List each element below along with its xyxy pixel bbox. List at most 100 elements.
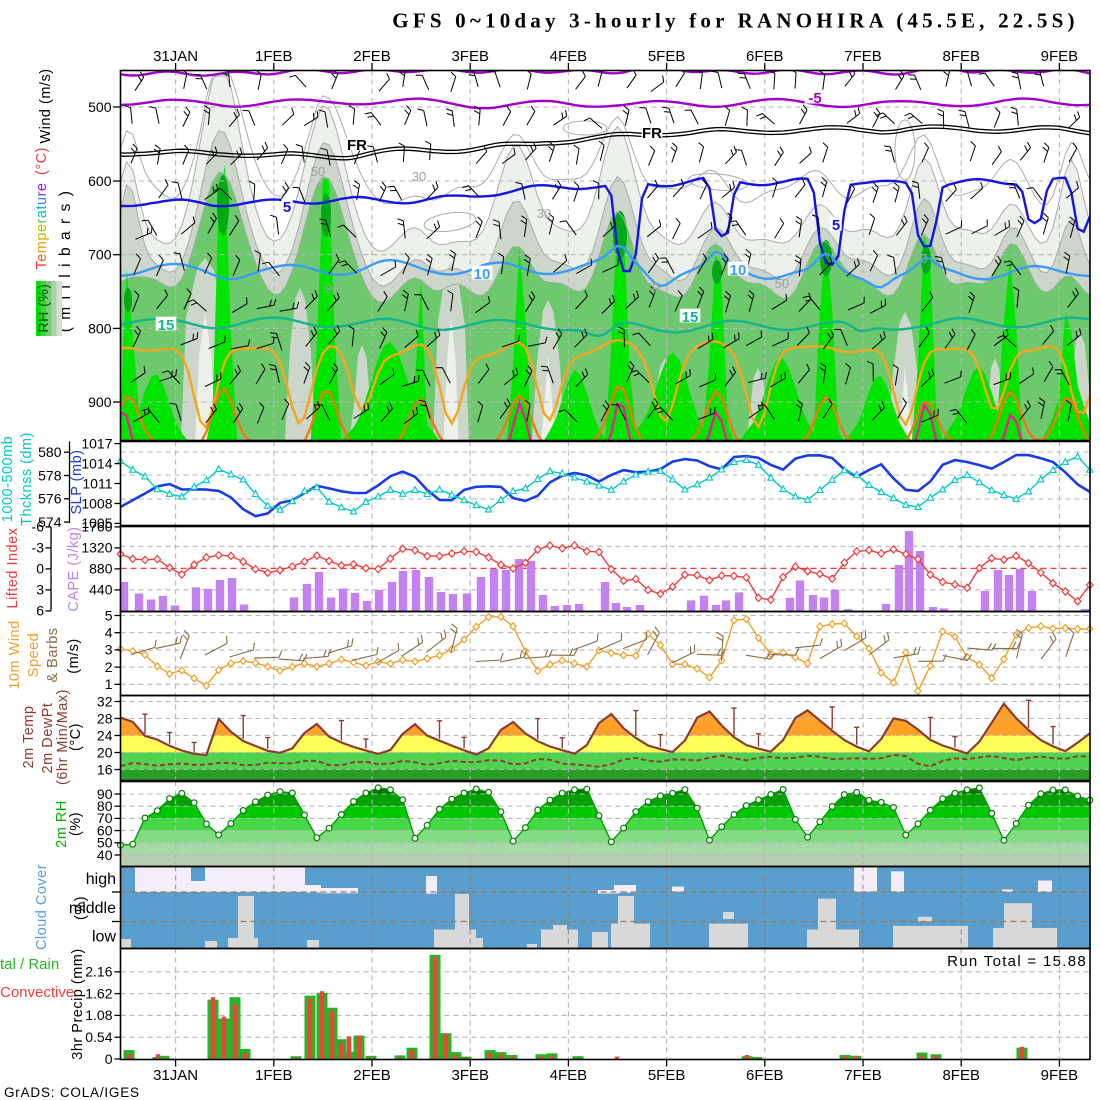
svg-text:2FEB: 2FEB [353,48,391,65]
svg-text:(°C): (°C) [68,723,84,751]
svg-text:1FEB: 1FEB [255,48,293,65]
svg-text:Wind (m/s): Wind (m/s) [38,68,54,143]
svg-text:Lifted Index: Lifted Index [5,527,21,608]
svg-text:2m Temp: 2m Temp [21,706,37,769]
svg-text:high: high [86,871,116,888]
svg-text:30: 30 [412,169,426,184]
svg-text:GrADS: COLA/IGES: GrADS: COLA/IGES [4,1085,140,1100]
svg-text:28: 28 [97,710,113,726]
svg-text:24: 24 [97,727,113,743]
svg-text:4FEB: 4FEB [550,1067,588,1084]
svg-text:5: 5 [105,607,113,623]
svg-text:6: 6 [36,603,44,619]
svg-text:578: 578 [38,467,62,483]
svg-text:576: 576 [38,491,62,507]
svg-text:3: 3 [36,582,44,598]
svg-text:RH (%): RH (%) [35,284,51,333]
svg-text:1014: 1014 [81,455,112,471]
svg-text:5: 5 [283,199,291,216]
svg-text:90: 90 [325,281,339,296]
svg-text:4: 4 [105,625,113,641]
svg-text:580: 580 [38,444,62,460]
svg-text:1.08: 1.08 [85,1007,112,1023]
svg-text:SLP (mb): SLP (mb) [69,450,85,515]
svg-text:tal / Rain: tal / Rain [0,956,59,973]
svg-text:-3: -3 [32,540,45,556]
svg-text:1760: 1760 [81,519,112,535]
svg-text:10: 10 [474,266,491,283]
svg-text:440: 440 [89,582,113,598]
svg-text:low: low [92,929,116,946]
svg-text:2m RH: 2m RH [54,800,70,848]
svg-text:6FEB: 6FEB [746,1067,784,1084]
svg-text:2: 2 [105,659,113,675]
svg-text:(°C): (°C) [34,147,50,175]
svg-text:0: 0 [105,1051,113,1067]
svg-text:40: 40 [97,847,113,863]
svg-text:Convective: Convective [0,984,74,1001]
svg-text:70: 70 [645,280,659,295]
svg-text:3FEB: 3FEB [451,1067,489,1084]
svg-text:5FEB: 5FEB [648,1067,686,1084]
svg-text:50: 50 [97,835,113,851]
svg-text:GFS 0~10day 3-hourly for RANOH: GFS 0~10day 3-hourly for RANOHIRA (45.5E… [392,9,1078,33]
svg-text:7FEB: 7FEB [844,48,882,65]
svg-text:15: 15 [682,309,699,326]
svg-text:0.54: 0.54 [85,1029,112,1045]
svg-text:1FEB: 1FEB [255,1067,293,1084]
svg-text:3: 3 [105,642,113,658]
svg-text:5FEB: 5FEB [648,48,686,65]
svg-text:10: 10 [730,262,747,279]
svg-text:4FEB: 4FEB [550,48,588,65]
svg-text:FR: FR [642,125,662,142]
svg-text:80: 80 [97,798,113,814]
svg-text:Thcknss (dm): Thcknss (dm) [19,432,35,526]
svg-text:(%): (%) [73,896,89,920]
svg-text:2FEB: 2FEB [353,1067,391,1084]
svg-text:700: 700 [88,247,112,263]
svg-text:1000-500mb: 1000-500mb [0,436,16,522]
svg-text:1011: 1011 [82,475,112,491]
svg-text:32: 32 [97,693,113,709]
svg-text:Cloud Cover: Cloud Cover [34,864,50,950]
svg-text:800: 800 [88,320,112,336]
svg-text:7FEB: 7FEB [844,1067,882,1084]
svg-text:30: 30 [537,206,551,221]
svg-text:2.16: 2.16 [85,964,112,980]
svg-text:20: 20 [97,744,113,760]
svg-text:9FEB: 9FEB [1041,48,1079,65]
svg-text:2m DewPt: 2m DewPt [40,703,56,774]
svg-text:(%): (%) [68,812,84,836]
svg-text:70: 70 [97,810,113,826]
svg-text:9FEB: 9FEB [1041,1067,1079,1084]
svg-text:500: 500 [88,99,112,115]
svg-text:10m Wind: 10m Wind [7,620,23,689]
svg-text:(m/s): (m/s) [66,638,82,674]
svg-text:50: 50 [311,164,325,179]
svg-text:1008: 1008 [81,495,112,511]
svg-text:Speed: Speed [26,633,42,677]
svg-text:1.62: 1.62 [85,985,112,1001]
svg-text:6FEB: 6FEB [746,48,784,65]
svg-text:Temperature: Temperature [34,182,50,269]
svg-text:574: 574 [38,514,62,530]
svg-text:& Barbs: & Barbs [45,627,61,682]
svg-text:31JAN: 31JAN [153,1067,198,1084]
svg-text:1: 1 [105,676,113,692]
svg-text:1017: 1017 [81,435,112,451]
svg-text:middle: middle [69,900,116,917]
svg-text:3FEB: 3FEB [451,48,489,65]
svg-text:16: 16 [97,761,113,777]
svg-text:-5: -5 [808,90,821,107]
svg-text:3hr Precip (mm): 3hr Precip (mm) [70,948,86,1059]
svg-text:FR: FR [347,137,367,154]
svg-text:1320: 1320 [81,540,112,556]
svg-text:5: 5 [832,217,840,234]
svg-text:-6: -6 [32,519,45,535]
svg-text:31JAN: 31JAN [153,48,198,65]
svg-text:Run Total = 15.88: Run Total = 15.88 [947,953,1087,970]
svg-text:900: 900 [88,394,112,410]
svg-text:60: 60 [97,822,113,838]
svg-text:8FEB: 8FEB [942,1067,980,1084]
svg-text:(6hr Min/Max): (6hr Min/Max) [55,689,71,785]
